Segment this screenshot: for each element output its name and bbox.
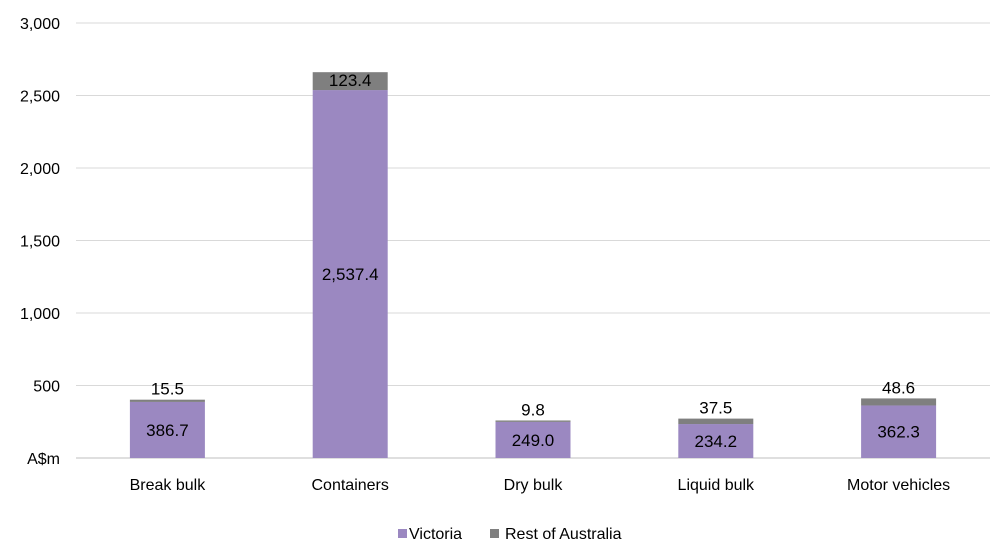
data-label: 362.3 [877, 423, 920, 442]
bar-segment-rest-of-australia [861, 398, 937, 406]
data-label: 9.8 [521, 400, 545, 419]
x-category-label: Dry bulk [504, 477, 564, 494]
y-tick-label: A$m [27, 451, 60, 468]
y-tick-label: 500 [33, 379, 60, 396]
gridlines [76, 22, 990, 459]
y-tick-label: 3,000 [20, 16, 60, 33]
bar-segment-rest-of-australia [678, 418, 754, 425]
legend-swatch-rest-of-australia [490, 529, 499, 538]
data-label: 2,537.4 [322, 265, 379, 284]
y-tick-label: 2,000 [20, 161, 60, 178]
y-tick-label: 2,500 [20, 89, 60, 106]
bar-segment-rest-of-australia [312, 72, 388, 91]
data-label: 48.6 [882, 378, 915, 397]
y-tick-label: 1,000 [20, 306, 60, 323]
bar-segment-victoria [678, 424, 754, 458]
x-category-label: Liquid bulk [678, 477, 756, 494]
data-label: 249.0 [512, 431, 555, 450]
data-label: 37.5 [699, 399, 732, 418]
bar-segment-rest-of-australia [495, 420, 571, 422]
x-category-label: Motor vehicles [847, 477, 950, 494]
y-axis-tick-labels: A$m 500 1,000 1,500 2,000 2,500 3,000 [20, 16, 60, 468]
legend-label-rest-of-australia: Rest of Australia [505, 526, 622, 542]
data-label: 123.4 [329, 71, 372, 90]
x-axis-category-labels: Break bulk Containers Dry bulk Liquid bulk M… [130, 477, 951, 494]
bars [129, 72, 937, 459]
data-label: 15.5 [151, 380, 184, 399]
y-tick-label: 1,500 [20, 234, 60, 251]
data-label: 386.7 [146, 421, 189, 440]
data-labels: 386.7 15.5 2,537.4 123.4 249.0 9.8 234.2 37.5 36… [146, 71, 920, 451]
bar-segment-victoria [495, 421, 571, 458]
legend-swatch-victoria [398, 529, 407, 538]
x-category-label: Containers [312, 477, 389, 494]
data-label: 234.2 [695, 432, 738, 451]
x-category-label: Break bulk [130, 477, 207, 494]
bar-segment-victoria [129, 401, 205, 458]
bar-segment-rest-of-australia [129, 399, 205, 402]
bar-segment-victoria [861, 405, 937, 458]
bar-segment-victoria [312, 90, 388, 459]
legend-label-victoria: Victoria [409, 526, 462, 542]
legend: Victoria Rest of Australia [398, 526, 622, 542]
